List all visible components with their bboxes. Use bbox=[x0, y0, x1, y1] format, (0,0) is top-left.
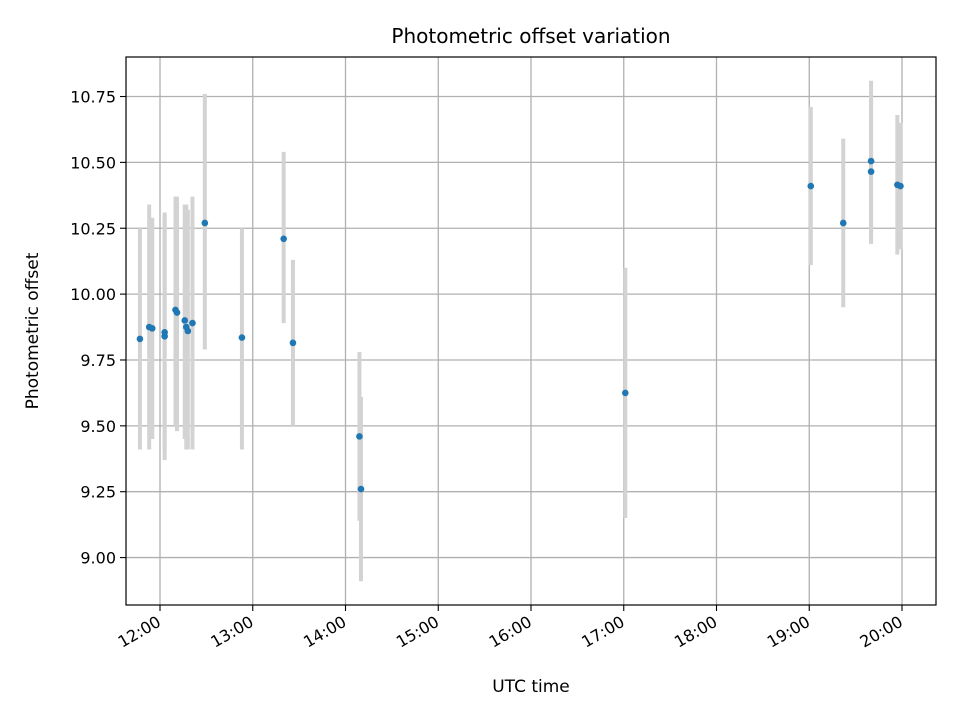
x-tick-label: 17:00 bbox=[578, 612, 627, 652]
y-tick-label: 9.50 bbox=[80, 417, 116, 436]
data-point bbox=[897, 182, 904, 190]
x-tick-label: 14:00 bbox=[300, 612, 349, 652]
data-point bbox=[173, 309, 181, 316]
data-point bbox=[161, 332, 168, 340]
x-tick-label: 15:00 bbox=[393, 612, 442, 652]
data-point bbox=[867, 168, 875, 175]
data-point bbox=[621, 389, 629, 397]
data-point bbox=[356, 433, 363, 440]
y-tick-label: 9.75 bbox=[80, 351, 116, 370]
x-tick-label: 12:00 bbox=[115, 612, 164, 652]
data-point bbox=[189, 319, 196, 327]
error-bars bbox=[137, 80, 903, 582]
chart-title: Photometric offset variation bbox=[391, 24, 670, 48]
data-point bbox=[867, 157, 875, 165]
data-point bbox=[839, 219, 847, 227]
y-tick-label: 9.00 bbox=[80, 549, 116, 568]
y-tick-label: 10.00 bbox=[70, 285, 116, 304]
x-axis-label: UTC time bbox=[492, 677, 570, 697]
x-tick-label: 18:00 bbox=[671, 612, 720, 652]
x-tick-label: 16:00 bbox=[486, 612, 535, 652]
data-point bbox=[181, 317, 189, 324]
x-tick-label: 20:00 bbox=[857, 612, 906, 652]
data-points bbox=[136, 157, 904, 493]
x-tick-label: 13:00 bbox=[207, 612, 256, 652]
data-point bbox=[807, 182, 815, 190]
y-tick-label: 10.25 bbox=[70, 219, 116, 238]
grid-lines bbox=[126, 57, 936, 605]
data-point bbox=[201, 219, 209, 227]
data-point bbox=[280, 235, 287, 243]
y-axis-ticks: 9.00 9.25 9.50 9.75 10.00 10.25 10.50 10.75 bbox=[70, 88, 126, 568]
data-point bbox=[289, 339, 297, 347]
x-axis-ticks: 12:00 13:00 14:00 15:00 16:00 17:00 18:00 19:00… bbox=[115, 605, 906, 652]
y-tick-label: 9.25 bbox=[80, 483, 116, 502]
data-point bbox=[184, 327, 192, 335]
y-axis-label: Photometric offset bbox=[23, 252, 43, 409]
data-point bbox=[238, 334, 246, 341]
data-point bbox=[136, 335, 144, 343]
y-tick-label: 10.75 bbox=[70, 88, 116, 107]
y-tick-label: 10.50 bbox=[70, 153, 116, 172]
data-point bbox=[357, 485, 365, 493]
data-point bbox=[148, 325, 156, 332]
x-tick-label: 19:00 bbox=[764, 612, 813, 652]
